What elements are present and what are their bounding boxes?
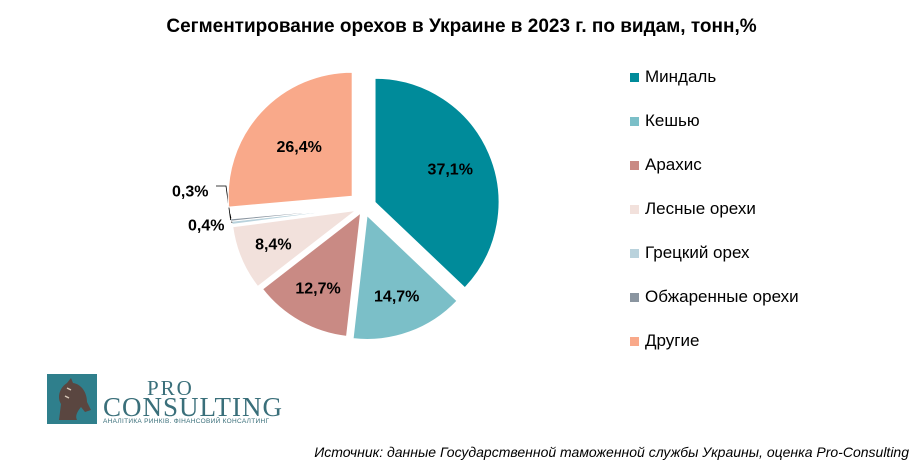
legend-label: Другие — [645, 331, 700, 350]
legend-item-other: Другие — [630, 319, 799, 363]
legend-item-cashew: Кешью — [630, 99, 799, 143]
legend-item-roasted: Обжаренные орехи — [630, 275, 799, 319]
pie-slice-almond — [374, 77, 500, 289]
data-label-almond: 37,1% — [428, 162, 473, 179]
legend-item-hazelnut: Лесные орехи — [630, 187, 799, 231]
legend: Миндаль Кешью Арахис Лесные орехи Грецки… — [630, 55, 799, 363]
legend-item-walnut: Грецкий орех — [630, 231, 799, 275]
legend-swatch — [630, 248, 639, 258]
legend-label: Обжаренные орехи — [645, 287, 799, 306]
pie-slice-cashew — [352, 214, 458, 340]
legend-swatch — [630, 160, 639, 170]
legend-label: Арахис — [645, 155, 702, 174]
data-label-peanut: 12,7% — [295, 280, 340, 297]
legend-swatch — [630, 116, 639, 126]
chart-title: Сегментирование орехов в Украине в 2023 … — [166, 16, 757, 37]
legend-item-peanut: Арахис — [630, 143, 799, 187]
pie-slice-hazelnut — [232, 209, 358, 288]
horse-head-logo-icon — [47, 374, 97, 424]
legend-label: Миндаль — [645, 67, 717, 86]
logo-consulting-text: CONSULTING — [103, 392, 284, 422]
logo-pro-text: PRO — [147, 376, 194, 400]
pie-slice-other — [227, 71, 353, 208]
legend-swatch — [630, 336, 639, 346]
data-label-hazelnut: 8,4% — [255, 236, 291, 253]
legend-label: Кешью — [645, 111, 700, 130]
leader-line-roasted — [216, 185, 232, 221]
data-label-walnut: 0,4% — [188, 218, 224, 235]
legend-swatch — [630, 292, 639, 302]
pie-slice-peanut — [261, 211, 362, 337]
legend-label: Лесные орехи — [645, 199, 756, 218]
data-label-other: 26,4% — [276, 139, 321, 156]
legend-label: Грецкий орех — [645, 243, 750, 262]
logo-tagline: АНАЛІТИКА РИНКІВ. ФІНАНСОВИЙ КОНСАЛТИНГ — [103, 418, 270, 425]
data-label-roasted: 0,3% — [172, 184, 208, 201]
source-note: Источник: данные Государственной таможен… — [314, 444, 909, 460]
legend-item-almond: Миндаль — [630, 55, 799, 99]
legend-swatch — [630, 204, 639, 214]
pro-consulting-logo: PRO CONSULTING АНАЛІТИКА РИНКІВ. ФІНАНСО… — [47, 374, 287, 430]
data-label-cashew: 14,7% — [374, 289, 419, 306]
legend-swatch — [630, 72, 639, 82]
